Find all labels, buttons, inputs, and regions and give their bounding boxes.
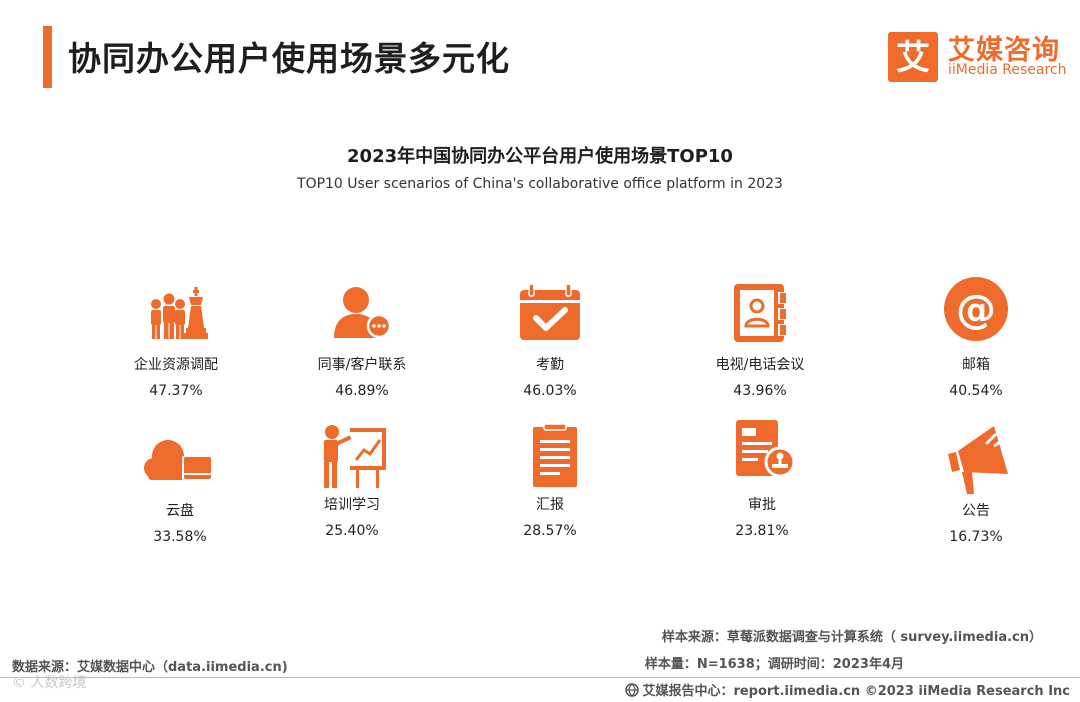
scenario-item: 电视/电话会议 43.96% <box>670 284 850 399</box>
scenario-item: @ 邮箱 40.54% <box>886 276 1066 399</box>
globe-icon <box>625 683 640 697</box>
scenario-item: 同事/客户联系 46.89% <box>272 284 452 399</box>
scenario-item: 企业资源调配 47.37% <box>86 284 266 399</box>
scenario-value: 46.89% <box>335 383 389 399</box>
scenario-value: 25.40% <box>325 523 379 539</box>
scenario-label: 考勤 <box>536 357 564 373</box>
scenario-label: 电视/电话会议 <box>715 357 805 373</box>
scenario-value: 33.58% <box>153 529 207 545</box>
scenario-value: 43.96% <box>733 383 787 399</box>
chart-subtitle: TOP10 User scenarios of China's collabor… <box>297 176 783 192</box>
svg-text:艾: 艾 <box>896 38 930 78</box>
scenario-value: 28.57% <box>523 523 577 539</box>
scenario-item: 培训学习 25.40% <box>262 424 442 539</box>
scenario-item: 考勤 46.03% <box>460 283 640 399</box>
scenario-label: 云盘 <box>166 503 194 519</box>
iimedia-logo: 艾 艾媒咨询 iiMedia Research <box>888 28 1068 84</box>
chart-title: 2023年中国协同办公平台用户使用场景TOP10 <box>347 146 733 167</box>
sample-size: 样本量：N=1638；调研时间：2023年4月 <box>644 657 904 672</box>
scenario-label: 汇报 <box>536 497 564 513</box>
copyright-text: 艾媒报告中心：report.iimedia.cn ©2023 iiMedia R… <box>642 684 1070 699</box>
data-source: 数据来源：艾媒数据中心（data.iimedia.cn) <box>12 660 288 675</box>
scenario-label: 审批 <box>748 497 776 513</box>
calendar-check-icon <box>510 283 590 354</box>
scenario-item: 汇报 28.57% <box>460 423 640 539</box>
scenario-label: 企业资源调配 <box>134 357 218 373</box>
team-chess-icon <box>136 284 216 354</box>
scenario-value: 16.73% <box>949 529 1003 545</box>
scenario-label: 邮箱 <box>962 357 990 373</box>
cloud-drive-icon <box>140 430 220 500</box>
footer-divider <box>0 677 1080 678</box>
address-book-icon <box>720 284 800 354</box>
svg-text:@: @ <box>956 287 996 333</box>
scenario-item: 云盘 33.58% <box>90 430 270 545</box>
scenario-label: 公告 <box>962 503 990 519</box>
scenario-item: 审批 23.81% <box>672 418 852 539</box>
scenario-value: 40.54% <box>949 383 1003 399</box>
scenario-value: 23.81% <box>735 523 789 539</box>
logo-mark: 艾 <box>888 32 938 82</box>
scenario-value: 46.03% <box>523 383 577 399</box>
scenario-label: 同事/客户联系 <box>317 357 407 373</box>
scenario-value: 47.37% <box>149 383 203 399</box>
presentation-icon <box>312 424 392 494</box>
megaphone-icon <box>936 424 1016 500</box>
clipboard-icon <box>510 423 590 494</box>
title-accent-bar <box>43 26 52 88</box>
scenario-label: 培训学习 <box>324 497 380 513</box>
scenario-item: 公告 16.73% <box>886 424 1066 545</box>
watermark: © 人数跨境 <box>12 675 87 691</box>
sample-source: 样本来源：草莓派数据调查与计算系统（ survey.iimedia.cn） <box>661 630 1042 645</box>
contact-chat-icon <box>322 284 402 354</box>
copyright: 艾媒报告中心：report.iimedia.cn ©2023 iiMedia R… <box>625 680 1070 699</box>
at-sign-icon: @ <box>936 276 1016 354</box>
logo-text-cn: 艾媒咨询 <box>948 35 1060 66</box>
logo-text-en: iiMedia Research <box>948 62 1067 78</box>
approval-stamp-icon <box>722 418 802 494</box>
page-title: 协同办公用户使用场景多元化 <box>68 39 510 78</box>
